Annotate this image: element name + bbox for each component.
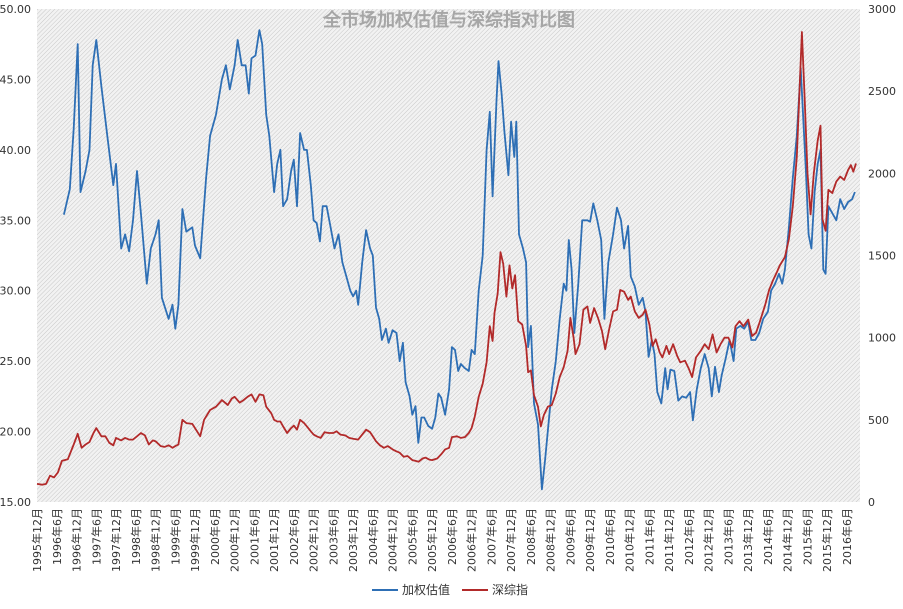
x-axis-tick-label: 2009年12月 bbox=[583, 508, 597, 572]
x-axis-tick-label: 1999年6月 bbox=[168, 508, 182, 565]
x-axis-tick-label: 2003年6月 bbox=[326, 508, 340, 565]
x-axis-tick-label: 2011年6月 bbox=[642, 508, 656, 565]
legend-label-szse: 深综指 bbox=[492, 582, 528, 597]
x-axis-tick-label: 2011年12月 bbox=[662, 508, 676, 572]
x-axis-tick-label: 1996年6月 bbox=[50, 508, 64, 565]
x-axis-tick-label: 2005年6月 bbox=[405, 508, 419, 565]
x-axis-tick-label: 2002年12月 bbox=[307, 508, 321, 572]
x-axis-tick-label: 2016年6月 bbox=[840, 508, 854, 565]
x-axis-tick-label: 2010年6月 bbox=[603, 508, 617, 565]
left-axis-tick-label: 50.00 bbox=[0, 3, 31, 16]
right-axis-tick-label: 500 bbox=[868, 414, 889, 427]
x-axis-tick-label: 2003年12月 bbox=[346, 508, 360, 572]
x-axis-tick-label: 1998年12月 bbox=[149, 508, 163, 572]
left-axis-tick-label: 40.00 bbox=[0, 144, 31, 157]
left-axis: 15.00 20.00 25.00 30.00 35.00 40.00 45.00 50.00 bbox=[0, 3, 31, 509]
x-axis-tick-label: 2000年6月 bbox=[208, 508, 222, 565]
legend-label-valuation: 加权估值 bbox=[402, 582, 450, 597]
x-axis-tick-label: 1995年12月 bbox=[30, 508, 44, 572]
x-axis-tick-label: 1997年6月 bbox=[89, 508, 103, 565]
x-axis-tick-label: 2002年6月 bbox=[287, 508, 301, 565]
x-axis-tick-label: 2014年6月 bbox=[761, 508, 775, 565]
x-axis-tick-label: 2013年12月 bbox=[741, 508, 755, 572]
x-axis-tick-label: 2004年12月 bbox=[386, 508, 400, 572]
x-axis-tick-label: 2004年6月 bbox=[366, 508, 380, 565]
series-line-0 bbox=[63, 29, 856, 491]
series-line-1 bbox=[36, 31, 857, 486]
x-axis-tick-label: 2015年6月 bbox=[800, 508, 814, 565]
x-axis-tick-label: 2007年6月 bbox=[484, 508, 498, 565]
x-axis-tick-label: 2000年12月 bbox=[228, 508, 242, 572]
x-axis-tick-label: 1996年12月 bbox=[70, 508, 84, 572]
right-axis-tick-label: 1000 bbox=[868, 332, 896, 345]
x-axis-tick-label: 2009年6月 bbox=[563, 508, 577, 565]
x-axis-tick-label: 2010年12月 bbox=[623, 508, 637, 572]
series-lines bbox=[36, 29, 857, 491]
right-axis-tick-label: 3000 bbox=[868, 3, 896, 16]
right-axis-tick-label: 2000 bbox=[868, 167, 896, 180]
x-axis-tick-label: 2012年12月 bbox=[702, 508, 716, 572]
left-axis-tick-label: 35.00 bbox=[0, 214, 31, 227]
left-axis-tick-label: 30.00 bbox=[0, 285, 31, 298]
plot-area-background bbox=[37, 9, 860, 502]
left-axis-tick-label: 15.00 bbox=[0, 496, 31, 509]
right-axis-tick-label: 0 bbox=[868, 496, 875, 509]
x-axis-tick-label: 2006年6月 bbox=[445, 508, 459, 565]
right-axis-tick-label: 1500 bbox=[868, 250, 896, 263]
x-axis-tick-label: 2006年12月 bbox=[465, 508, 479, 572]
x-axis-tick-label: 2007年12月 bbox=[504, 508, 518, 572]
x-axis-tick-label: 2014年12月 bbox=[781, 508, 795, 572]
left-axis-tick-label: 45.00 bbox=[0, 73, 31, 86]
chart-title: 全市场加权估值与深综指对比图 bbox=[322, 9, 575, 31]
x-axis-tick-label: 2005年12月 bbox=[425, 508, 439, 572]
x-axis-tick-label: 1998年6月 bbox=[129, 508, 143, 565]
x-axis-tick-label: 1999年12月 bbox=[188, 508, 202, 572]
x-axis-tick-label: 2012年6月 bbox=[682, 508, 696, 565]
x-axis-tick-label: 2001年6月 bbox=[247, 508, 261, 565]
x-axis-tick-label: 2013年6月 bbox=[721, 508, 735, 565]
legend: 加权估值 深综指 bbox=[372, 582, 528, 597]
x-axis: 1995年12月 1996年6月 1996年12月 1997年6月 1997年12月 19… bbox=[30, 508, 854, 572]
x-axis-tick-label: 2001年12月 bbox=[267, 508, 281, 572]
x-axis-tick-label: 1997年12月 bbox=[109, 508, 123, 572]
x-axis-tick-label: 2008年6月 bbox=[524, 508, 538, 565]
right-axis: 0 500 1000 1500 2000 2500 3000 bbox=[868, 3, 896, 509]
left-axis-tick-label: 20.00 bbox=[0, 426, 31, 439]
left-axis-tick-label: 25.00 bbox=[0, 355, 31, 368]
x-axis-tick-label: 2008年12月 bbox=[544, 508, 558, 572]
x-axis-tick-label: 2015年12月 bbox=[820, 508, 834, 572]
right-axis-tick-label: 2500 bbox=[868, 85, 896, 98]
